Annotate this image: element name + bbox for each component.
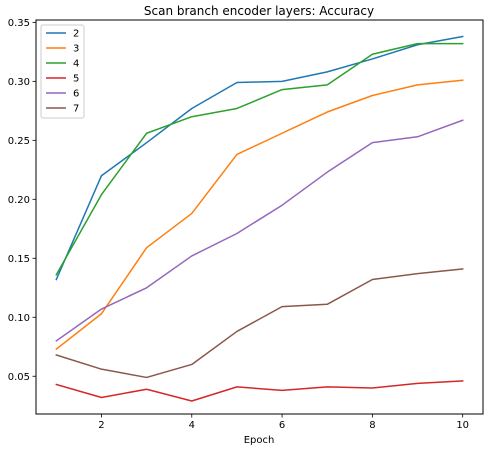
legend: 2 3 4 5 6 7 xyxy=(40,24,85,119)
series-line-4 xyxy=(55,42,464,276)
legend-label: 7 xyxy=(73,104,79,115)
x-tick-label: 4 xyxy=(189,420,195,431)
legend-label: 5 xyxy=(73,74,79,85)
series-line-5 xyxy=(55,380,464,402)
legend-label: 2 xyxy=(73,29,79,40)
y-tick-label: 0.35 xyxy=(8,18,30,29)
y-axis: 0.05 0.10 0.15 0.20 0.25 0.30 0.35 xyxy=(8,18,36,383)
chart-title: Scan branch encoder layers: Accuracy xyxy=(144,4,374,18)
series-layer xyxy=(55,35,464,402)
x-axis: 2 4 6 8 10 xyxy=(98,414,469,431)
y-tick-label: 0.05 xyxy=(8,372,30,383)
series-line-6 xyxy=(55,119,464,342)
x-tick-label: 2 xyxy=(98,420,104,431)
legend-label: 4 xyxy=(73,59,79,70)
legend-label: 3 xyxy=(73,44,79,55)
y-tick-label: 0.25 xyxy=(8,136,30,147)
series-line-3 xyxy=(55,79,464,351)
legend-label: 6 xyxy=(73,89,79,100)
x-tick-label: 10 xyxy=(456,420,469,431)
plot-frame xyxy=(35,19,484,415)
series-line-7 xyxy=(55,268,464,379)
series-line-2 xyxy=(55,35,464,281)
y-tick-label: 0.15 xyxy=(8,254,30,265)
y-tick-label: 0.30 xyxy=(8,77,30,88)
x-tick-label: 8 xyxy=(369,420,375,431)
y-tick-label: 0.20 xyxy=(8,195,30,206)
x-tick-label: 6 xyxy=(279,420,285,431)
y-tick-label: 0.10 xyxy=(8,313,30,324)
x-axis-label: Epoch xyxy=(244,435,275,446)
